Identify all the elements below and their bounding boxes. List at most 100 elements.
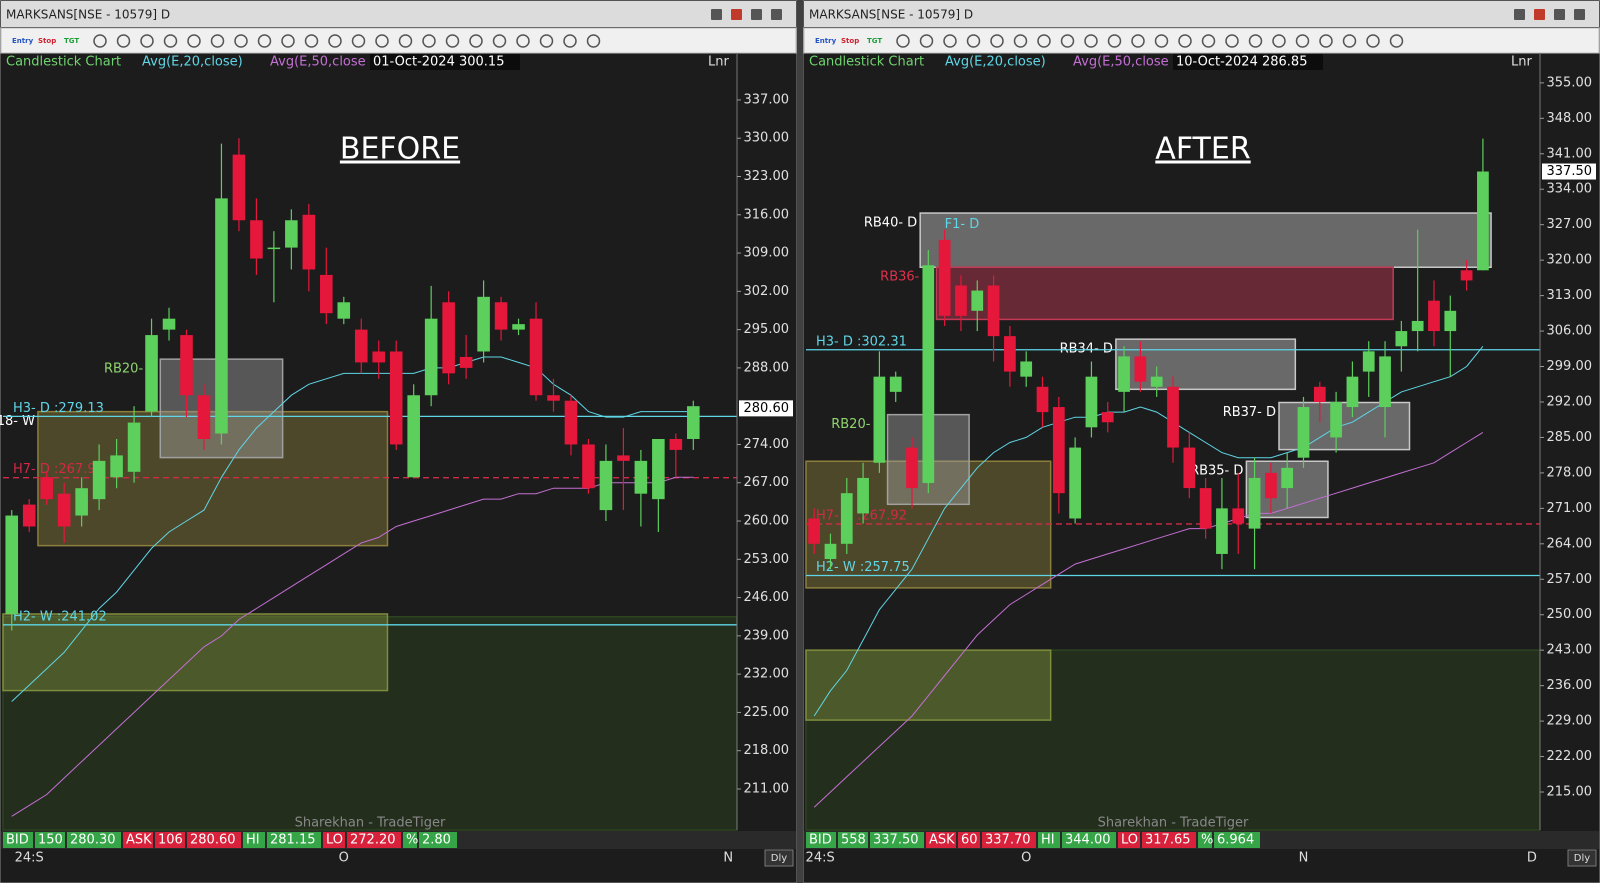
toolbar-button[interactable]: Stop	[38, 37, 56, 45]
y-tick-label: 232.00	[744, 667, 790, 682]
candle-body	[407, 395, 420, 478]
candle-body	[477, 296, 490, 352]
window-button[interactable]	[1554, 9, 1565, 20]
toolbar-icon[interactable]	[1366, 34, 1380, 48]
toolbar-icon[interactable]	[304, 34, 319, 48]
candle-body	[582, 444, 595, 489]
toolbar-icon[interactable]	[1060, 34, 1075, 48]
status-text: 150	[38, 833, 63, 848]
toolbar-icon[interactable]	[351, 34, 366, 48]
toolbar-icon[interactable]	[966, 34, 981, 48]
toolbar-icon[interactable]	[1389, 34, 1404, 48]
y-tick-label: 309.00	[744, 246, 790, 261]
toolbar-icon[interactable]	[990, 34, 1004, 48]
y-tick-label: 320.00	[1547, 253, 1593, 268]
toolbar-icon[interactable]	[586, 34, 601, 48]
toolbar-icon[interactable]	[257, 34, 272, 48]
toolbar-icon[interactable]	[1225, 34, 1239, 48]
candle-body	[197, 395, 211, 439]
zone-label: RB35- D	[1190, 464, 1243, 479]
window-button[interactable]	[731, 9, 742, 20]
toolbar-icon[interactable]	[422, 34, 436, 48]
candle-body	[1134, 356, 1147, 382]
toolbar-icon[interactable]	[140, 34, 154, 48]
toolbar-icon[interactable]	[1037, 34, 1051, 48]
toolbar-icon[interactable]	[1319, 34, 1333, 48]
toolbar-icon[interactable]	[469, 34, 483, 48]
candle-body	[1052, 407, 1065, 494]
window-button[interactable]	[751, 9, 762, 20]
toolbar-icon[interactable]	[943, 34, 957, 48]
candle-body	[1183, 447, 1196, 489]
toolbar-button[interactable]: TGT	[867, 37, 882, 45]
axis-mode: Lnr	[1511, 55, 1532, 70]
toolbar-icon[interactable]	[1084, 34, 1098, 48]
level-label: H2- W :241.02	[13, 609, 107, 624]
toolbar-icon[interactable]	[116, 34, 131, 48]
toolbar-icon[interactable]	[1154, 34, 1169, 48]
zone-label: RB20- D	[104, 362, 157, 377]
toolbar-icon[interactable]	[896, 34, 910, 48]
y-tick-label: 306.00	[1547, 324, 1593, 339]
toolbar-icon[interactable]	[234, 34, 248, 48]
zone-label: RB40- D	[864, 216, 917, 231]
toolbar-icon[interactable]	[1295, 34, 1310, 48]
y-tick-label: 334.00	[1547, 182, 1593, 197]
toolbar-icon[interactable]	[398, 34, 413, 48]
toolbar-icon[interactable]	[492, 34, 507, 48]
toolbar-icon[interactable]	[1013, 34, 1028, 48]
status-cell	[806, 832, 836, 848]
last-price-label: 337.50	[1547, 164, 1593, 179]
status-cell	[123, 832, 153, 848]
toolbar-icon[interactable]	[281, 34, 295, 48]
toolbar-icon[interactable]	[1201, 34, 1216, 48]
toolbar-icon[interactable]	[163, 34, 178, 48]
zone-label: 18- W	[0, 414, 35, 429]
x-tick-label: O	[1021, 851, 1031, 866]
toolbar-icon[interactable]	[93, 34, 107, 48]
candle-body	[564, 400, 578, 445]
window-button[interactable]	[1514, 9, 1525, 20]
candle-body	[494, 302, 508, 330]
toolbar-icon[interactable]	[563, 34, 577, 48]
toolbar-button[interactable]: Stop	[841, 37, 859, 45]
toolbar-icon[interactable]	[187, 34, 201, 48]
toolbar-button[interactable]: Entry	[815, 37, 837, 45]
window-button[interactable]	[771, 9, 782, 20]
toolbar-icon[interactable]	[1248, 34, 1263, 48]
toolbar-icon[interactable]	[1107, 34, 1122, 48]
chart-window: MARKSANS[NSE - 10579] D Entry Stop TGT RB20-…	[803, 0, 1600, 883]
candle-body	[1379, 356, 1391, 408]
toolbar-icon[interactable]	[1131, 34, 1145, 48]
toolbar-icon[interactable]	[539, 34, 554, 48]
toolbar-icon[interactable]	[516, 34, 530, 48]
toolbar-icon[interactable]	[919, 34, 934, 48]
candle-body	[1150, 376, 1163, 387]
candle-body	[337, 302, 351, 319]
window-button[interactable]	[1534, 9, 1545, 20]
toolbar-button[interactable]: TGT	[64, 37, 79, 45]
last-price-box	[1542, 163, 1596, 180]
status-text: %	[1201, 833, 1213, 848]
window-button[interactable]	[711, 9, 722, 20]
status-cell	[323, 832, 345, 848]
toolbar-button[interactable]: Entry	[12, 37, 34, 45]
candle-body	[127, 422, 141, 472]
status-text: 6.964	[1217, 833, 1254, 848]
toolbar-icon[interactable]	[1272, 34, 1286, 48]
candle-body	[529, 318, 543, 396]
candle-body	[617, 455, 630, 461]
window-button[interactable]	[1574, 9, 1585, 20]
toolbar-icon[interactable]	[1342, 34, 1357, 48]
toolbar-icon[interactable]	[375, 34, 389, 48]
y-tick-label: 337.00	[744, 92, 790, 107]
candle-body	[1281, 467, 1294, 489]
x-tick-label: 24:S	[806, 851, 835, 866]
toolbar-icon[interactable]	[1178, 34, 1192, 48]
candle-body	[110, 455, 123, 478]
status-text: 337.50	[873, 833, 919, 848]
toolbar-icon[interactable]	[328, 34, 342, 48]
toolbar-icon[interactable]	[445, 34, 460, 48]
toolbar-icon[interactable]	[210, 34, 225, 48]
y-tick-label: 313.00	[1547, 288, 1593, 303]
